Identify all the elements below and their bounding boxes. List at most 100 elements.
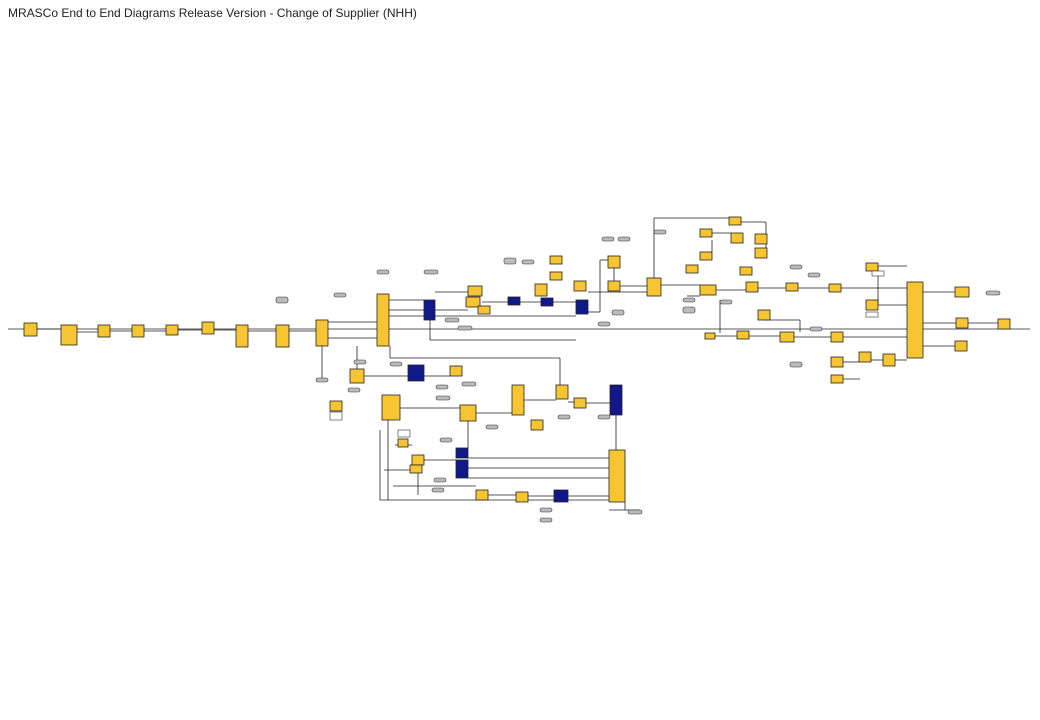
process-box [315,319,329,347]
terminator [423,269,439,275]
terminator [275,296,289,304]
note-box [397,429,411,438]
process-box [736,330,750,340]
terminator [439,437,453,443]
process-box [745,281,759,293]
system-box [455,459,469,479]
process-box [699,251,713,261]
process-box [865,299,879,311]
process-box [573,280,587,292]
process-box [754,233,768,245]
terminator [807,272,821,278]
process-box [465,296,481,308]
process-box [467,285,483,297]
process-box [728,216,742,226]
terminator [457,325,473,331]
process-box [785,282,799,292]
process-box [646,277,662,297]
process-box [699,284,717,296]
terminator [617,236,631,242]
process-box [730,232,744,244]
process-box [997,318,1011,330]
terminator [539,507,553,513]
terminator [433,477,447,483]
process-box [449,365,463,377]
process-box [779,331,795,343]
process-box [757,309,771,321]
process-box [555,384,569,400]
terminator [557,414,571,420]
terminator [601,236,615,242]
process-box [828,283,842,293]
process-box [573,397,587,409]
process-box [608,449,626,503]
process-box [549,255,563,265]
process-box [409,464,423,474]
terminator [653,229,667,235]
terminator [682,306,696,314]
terminator [444,317,460,323]
terminator [539,517,553,523]
terminator [485,424,499,430]
system-box [407,364,425,382]
process-box [235,324,249,348]
process-box [511,384,525,416]
process-box [549,271,563,281]
terminator [985,290,1001,296]
process-box [830,356,844,368]
terminator [333,292,347,298]
process-box [515,491,529,503]
terminator [597,321,611,327]
process-box [165,324,179,336]
process-box [411,454,425,466]
terminator [682,297,696,303]
terminator [789,361,803,368]
process-box [906,281,924,359]
process-box [477,305,491,315]
page-title: MRASCo End to End Diagrams Release Versi… [8,6,417,20]
process-box [381,394,401,421]
terminator [389,361,403,367]
terminator [347,387,361,393]
terminator [503,257,517,265]
terminator [353,359,367,365]
terminator [461,381,477,387]
process-box [704,332,716,340]
system-box [507,296,521,306]
system-box [575,299,589,315]
process-box [739,266,753,276]
process-box [23,322,38,337]
process-box [830,331,844,343]
note-box [865,311,879,318]
terminator [431,487,445,493]
process-box [349,368,365,384]
process-box [534,283,548,297]
terminator [521,259,535,265]
process-box [397,438,409,448]
process-box [882,353,896,367]
process-box [954,340,968,352]
process-box [607,255,621,269]
process-box [954,286,970,298]
terminator [597,414,611,420]
process-box [858,351,872,363]
system-box [609,384,623,416]
system-box [540,297,554,307]
process-box [865,262,879,272]
process-box [754,247,768,259]
terminator [435,384,449,390]
process-box [60,324,78,346]
terminator [789,264,803,270]
process-box [685,264,699,274]
terminator [315,377,329,383]
note-box [329,411,343,421]
terminator [611,309,625,316]
process-box [329,400,343,412]
process-box [530,419,544,431]
process-box [475,489,489,501]
note-box [871,270,885,277]
process-box [201,321,215,335]
terminator [719,299,733,305]
